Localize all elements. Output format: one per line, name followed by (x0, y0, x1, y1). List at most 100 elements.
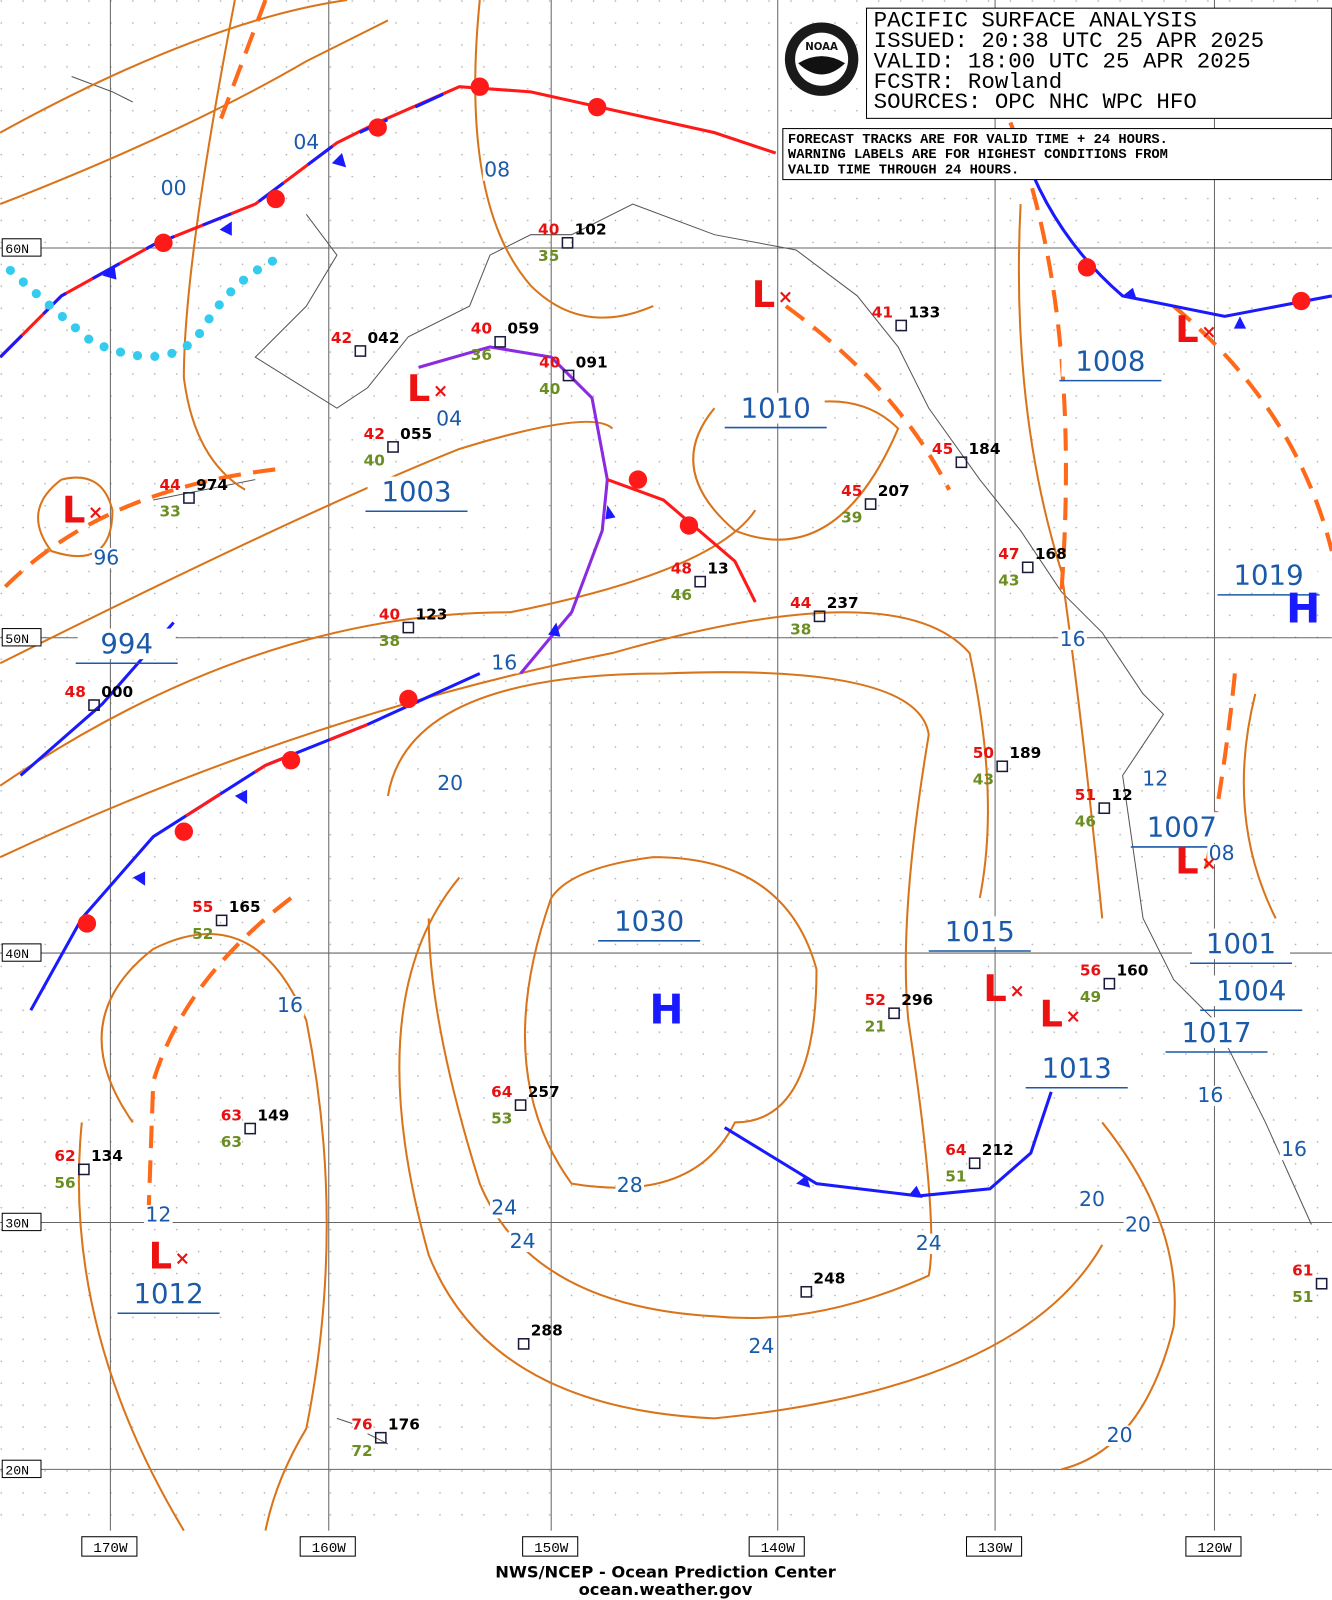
station-symbol (215, 914, 228, 927)
pressure-label: 1010 (741, 392, 811, 424)
lat-label-box (1, 1212, 42, 1232)
pressure-label-bg (1202, 975, 1301, 1007)
station-pressure: 189 (1009, 744, 1041, 762)
station-dewpoint: 33 (159, 502, 180, 520)
station-symbol (402, 621, 415, 634)
station-dewpoint: 51 (1292, 1288, 1313, 1306)
isobar-label-bg (914, 1233, 944, 1255)
low-x: × (433, 381, 448, 402)
pressure-label: 1012 (133, 1278, 203, 1310)
header-line: FCSTR: Rowland (874, 69, 1063, 95)
header-line: VALID: 18:00 UTC 25 APR 2025 (874, 48, 1251, 74)
station-dewpoint: 46 (1075, 813, 1096, 831)
station-temp: 45 (841, 482, 862, 500)
station-dewpoint: 53 (491, 1109, 512, 1127)
isobar-label-bg (435, 773, 465, 794)
station-temp: 48 (671, 559, 692, 577)
station-pressure: 237 (827, 594, 859, 612)
isobar-label: 08 (1209, 841, 1235, 865)
isobar-label-bg (615, 1175, 645, 1196)
station-dewpoint: 51 (945, 1168, 966, 1186)
station-symbol (244, 1122, 257, 1135)
pressure-label: 994 (100, 628, 153, 660)
isobar-label: 16 (1060, 627, 1086, 651)
isobar-label: 16 (1197, 1083, 1223, 1107)
station-symbol (1021, 561, 1034, 574)
pressure-label-bg (1167, 1017, 1266, 1048)
noaa-gull (798, 56, 846, 75)
station-pressure: 134 (91, 1147, 123, 1165)
low-center: L (1175, 308, 1198, 351)
low-center: L (1175, 839, 1198, 882)
isobar-label: 20 (1125, 1213, 1151, 1237)
note-line: VALID TIME THROUGH 24 HOURS. (788, 163, 1019, 178)
station-pressure: 160 (1117, 962, 1149, 980)
station-pressure: 091 (576, 353, 608, 371)
isobar-label: 16 (491, 650, 517, 674)
station-temp: 52 (865, 991, 886, 1009)
station-dewpoint: 63 (221, 1133, 242, 1151)
station-dewpoint: 49 (1080, 988, 1101, 1006)
lon-label-box (748, 1536, 805, 1557)
isobar-label-bg (1077, 1189, 1107, 1211)
lat-label: 50N (5, 632, 29, 647)
isobar-label: 12 (1142, 767, 1168, 791)
station-symbol (183, 492, 195, 504)
station-temp: 61 (1292, 1262, 1313, 1280)
station-dewpoint: 21 (865, 1018, 886, 1036)
isobar-label-bg (1207, 843, 1236, 865)
isobar-label-bg (1279, 1139, 1309, 1161)
lon-label: 140W (761, 1541, 796, 1557)
station-symbol (800, 1285, 813, 1298)
station-pressure: 288 (531, 1322, 563, 1340)
isobar-label-bg (1105, 1425, 1134, 1446)
station-temp: 51 (1075, 786, 1096, 804)
isobar-label: 96 (93, 545, 119, 569)
logo-text: NOAA (805, 42, 838, 53)
station-dewpoint: 39 (841, 508, 862, 526)
isobar-label-bg (489, 1197, 519, 1219)
station-pressure: 212 (982, 1141, 1014, 1159)
high-center: H (1286, 584, 1320, 632)
station-temp: 41 (872, 303, 893, 321)
isobar-label-bg (92, 547, 121, 569)
pressure-label-bg (600, 906, 699, 937)
station-pressure: 165 (229, 898, 261, 916)
station-dewpoint: 52 (192, 925, 213, 943)
low-center: L (983, 967, 1006, 1010)
isobar-label: 20 (1107, 1423, 1133, 1447)
station-dewpoint: 40 (539, 380, 560, 398)
station-temp: 42 (364, 425, 385, 443)
lat-label-box (1, 628, 42, 647)
lat-label-box (1, 238, 42, 257)
station-pressure: 168 (1035, 545, 1067, 563)
note-line: FORECAST TRACKS ARE FOR VALID TIME + 24 … (788, 133, 1168, 148)
station-pressure: 257 (528, 1083, 560, 1101)
low-center: L (62, 488, 85, 531)
isobar-label: 20 (1079, 1187, 1105, 1211)
station-symbol (354, 345, 367, 357)
footer-line: ocean.weather.gov (579, 1580, 753, 1599)
lat-label: 60N (5, 242, 29, 257)
station-dewpoint: 38 (379, 632, 400, 650)
low-x: × (1009, 981, 1024, 1002)
station-temp: 47 (998, 545, 1019, 563)
isobar-label: 28 (617, 1173, 643, 1197)
footer-line: NWS/NCEP - Ocean Prediction Center (495, 1563, 836, 1582)
lat-label: 40N (5, 947, 29, 962)
low-x: × (175, 1248, 190, 1269)
station-pressure: 042 (368, 329, 400, 347)
lon-label: 150W (534, 1541, 569, 1557)
isobar-label: 04 (293, 130, 319, 154)
low-x: × (1201, 853, 1216, 874)
station-pressure: 248 (813, 1270, 845, 1288)
lon-label: 120W (1197, 1541, 1232, 1557)
station-pressure: 176 (388, 1416, 420, 1434)
station-dewpoint: 38 (790, 621, 811, 639)
lon-label-box (1185, 1536, 1242, 1557)
station-symbol (968, 1157, 981, 1170)
pressure-label-bg (77, 628, 176, 660)
pressure-label-bg (1027, 1053, 1126, 1084)
lon-label-box (81, 1536, 138, 1557)
station-dewpoint: 56 (54, 1174, 75, 1192)
